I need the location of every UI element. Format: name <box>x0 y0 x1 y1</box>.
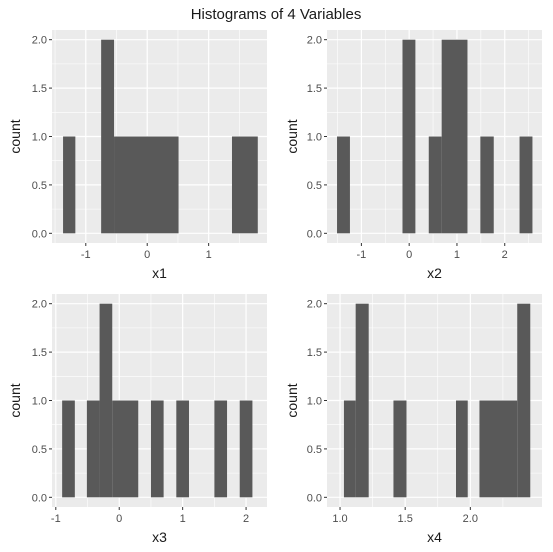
y-tick-label: 0.5 <box>307 180 322 192</box>
x-tick-label: 1.5 <box>398 513 413 525</box>
y-axis-title: count <box>284 119 300 153</box>
histogram-bar-5 <box>480 136 494 234</box>
y-tick-label: 1.0 <box>32 132 47 144</box>
x-tick-label: -1 <box>81 249 91 261</box>
y-tick-label: 0.0 <box>32 492 47 504</box>
histogram-bar-6 <box>519 136 533 234</box>
histogram-bar-2 <box>101 39 115 234</box>
y-axis-title: count <box>284 383 300 417</box>
y-axis-title: count <box>7 383 23 417</box>
x-tick-label: 0 <box>116 513 122 525</box>
y-tick-label: 0.5 <box>32 180 47 192</box>
histogram-bar-3 <box>393 400 407 498</box>
histogram-bar-6 <box>517 303 531 498</box>
x-axis-title: x3 <box>152 529 167 545</box>
x-tick-label: 2 <box>502 249 508 261</box>
x-tick-label: 1.0 <box>332 513 347 525</box>
histogram-bar-4 <box>441 39 468 234</box>
x-tick-label: 1 <box>180 513 186 525</box>
histogram-bar-2 <box>355 303 369 498</box>
histogram-bar-3 <box>114 136 179 234</box>
y-tick-label: 1.5 <box>32 347 47 359</box>
histogram-panels: 0.0 0.5 1.0 1.5 2.0 -1 0 1 x1 count 0.0 0.5 1.0 1.5 2.… <box>7 30 542 545</box>
y-tick-label: 1.0 <box>307 396 322 408</box>
histogram-bar-4 <box>231 136 258 234</box>
x-tick-label: -1 <box>51 513 61 525</box>
histogram-bar-1 <box>337 136 350 234</box>
histogram-bar-3 <box>428 136 442 234</box>
histogram-bar-5 <box>150 400 164 498</box>
y-tick-label: 1.5 <box>32 83 47 95</box>
histogram-bar-4 <box>456 400 468 498</box>
y-tick-label: 0.5 <box>32 444 47 456</box>
x-axis-title: x1 <box>152 265 167 281</box>
histogram-bar-5 <box>479 400 518 498</box>
panel-2: 0.0 0.5 1.0 1.5 2.0 -1 0 1 2 x2 count <box>284 30 542 281</box>
x-tick-label: 0 <box>406 249 412 261</box>
panel-3: 0.0 0.5 1.0 1.5 2.0 -1 0 1 2 x3 count <box>7 294 267 545</box>
y-tick-label: 1.0 <box>32 396 47 408</box>
y-tick-label: 1.5 <box>307 83 322 95</box>
x-tick-label: 2 <box>243 513 249 525</box>
histogram-bar-4 <box>112 400 139 498</box>
x-tick-label: -1 <box>357 249 367 261</box>
x-tick-label: 2.0 <box>463 513 478 525</box>
histogram-bar-1 <box>63 136 76 234</box>
panel-1: 0.0 0.5 1.0 1.5 2.0 -1 0 1 x1 count <box>7 30 267 281</box>
y-tick-label: 0.5 <box>307 444 322 456</box>
y-tick-label: 1.0 <box>307 132 322 144</box>
y-tick-label: 0.0 <box>32 228 47 240</box>
y-tick-label: 2.0 <box>307 35 322 47</box>
y-tick-label: 2.0 <box>32 35 47 47</box>
histogram-bar-2 <box>402 39 416 234</box>
x-tick-label: 0 <box>144 249 150 261</box>
histogram-bar-6 <box>176 400 189 498</box>
y-tick-label: 0.0 <box>307 492 322 504</box>
y-tick-label: 2.0 <box>32 299 47 311</box>
y-tick-label: 1.5 <box>307 347 322 359</box>
histogram-bar-2 <box>86 400 100 498</box>
histogram-bar-8 <box>239 400 253 498</box>
y-axis-title: count <box>7 119 23 153</box>
y-tick-label: 0.0 <box>307 228 322 240</box>
histogram-bar-1 <box>62 400 75 498</box>
x-tick-label: 1 <box>454 249 460 261</box>
histogram-bar-1 <box>343 400 356 498</box>
x-tick-label: 1 <box>206 249 212 261</box>
figure-title: Histograms of 4 Variables <box>191 6 362 23</box>
histogram-bar-3 <box>99 303 113 498</box>
histogram-bar-7 <box>214 400 228 498</box>
x-axis-title: x4 <box>427 529 442 545</box>
panel-4: 0.0 0.5 1.0 1.5 2.0 1.0 1.5 2.0 x4 count <box>284 294 542 545</box>
x-axis-title: x2 <box>427 265 442 281</box>
y-tick-label: 2.0 <box>307 299 322 311</box>
